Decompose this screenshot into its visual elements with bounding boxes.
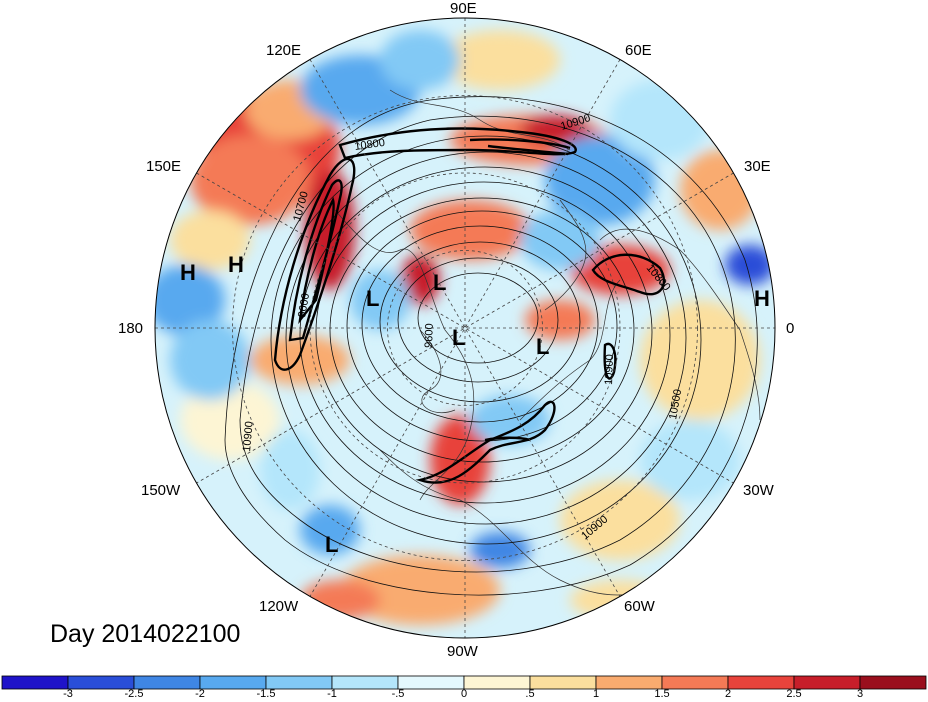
low-center-marker: L	[366, 286, 379, 311]
contour-label-group: 10900 10800 10700 9600 9600 10900 10800 …	[241, 112, 684, 542]
contour-label: 10500	[667, 388, 684, 420]
colorbar-swatch	[595, 675, 663, 690]
lon-label-0: 0	[786, 320, 795, 337]
colorbar-tick-label: 1.5	[654, 688, 670, 700]
colorbar-swatch	[1, 675, 69, 690]
map-border	[154, 17, 776, 639]
lon-label-90e: 90E	[450, 0, 477, 17]
high-center-marker: H	[228, 252, 244, 277]
colorbar-tick-label: 2	[724, 688, 732, 700]
colorbar-swatch	[793, 675, 861, 690]
colorbar-swatch	[265, 675, 333, 690]
colorbar-tick-label: 2.5	[786, 688, 802, 700]
high-center-marker: H	[180, 260, 196, 285]
lon-label-60e: 60E	[625, 42, 652, 59]
lon-label-120e: 120E	[266, 42, 302, 59]
lon-label-180: 180	[118, 320, 144, 337]
lon-label-150w: 150W	[141, 482, 181, 499]
colorbar-swatch	[661, 675, 729, 690]
colorbar-tick-label: 3	[856, 688, 864, 700]
contour-label: 9600	[423, 323, 436, 348]
jet-contours	[273, 127, 666, 484]
colorbar-swatch	[331, 675, 399, 690]
colorbar-tick-label: -2.5	[124, 688, 144, 700]
lon-label-30e: 30E	[744, 158, 771, 175]
lon-label-150e: 150E	[146, 158, 182, 175]
colorbar-swatch	[529, 675, 597, 690]
colorbar	[1, 675, 927, 690]
colorbar-tick-label: .5	[525, 688, 535, 700]
lon-label-30w: 30W	[743, 482, 774, 499]
low-center-marker: L	[325, 532, 338, 557]
lon-label-60w: 60W	[624, 598, 655, 615]
graticule	[155, 18, 775, 638]
colorbar-tick-label: -1.5	[256, 688, 276, 700]
colorbar-tick-label: -2	[195, 688, 205, 700]
high-center-marker: H	[754, 286, 770, 311]
lon-label-90w: 90W	[447, 643, 478, 660]
height-contours	[224, 96, 758, 596]
colorbar-swatch	[463, 675, 531, 690]
contour-label: 10900	[241, 421, 256, 453]
low-center-marker: L	[433, 270, 446, 295]
low-center-marker: L	[536, 334, 549, 359]
colorbar-tick-label: -3	[63, 688, 73, 700]
colorbar-tick-label: 0	[460, 688, 468, 700]
colorbar-swatch	[727, 675, 795, 690]
colorbar-swatch	[859, 675, 927, 690]
pressure-centers: H H H L L L L L	[180, 252, 770, 557]
contour-label: 10900	[603, 354, 616, 385]
plot-title: Day 2014022100	[50, 620, 241, 648]
colorbar-tick-label: 1	[592, 688, 600, 700]
low-center-marker: L	[452, 325, 465, 350]
colorbar-tick-label: -.5	[391, 688, 405, 700]
contour-label: 10800	[354, 137, 386, 153]
contour-label: 9600	[296, 292, 312, 318]
colorbar-swatch	[397, 675, 465, 690]
lon-label-120w: 120W	[259, 598, 299, 615]
colorbar-tick-label: -1	[327, 688, 337, 700]
colorbar-swatch	[133, 675, 201, 690]
